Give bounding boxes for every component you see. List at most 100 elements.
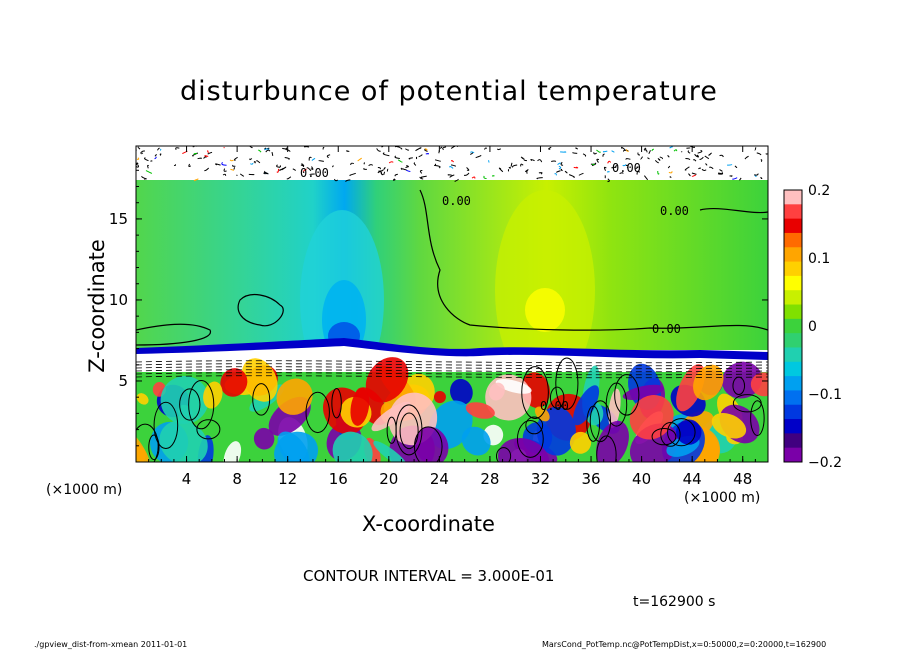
noise-stroke [596, 149, 601, 153]
noise-stroke [400, 167, 403, 171]
noise-stroke [381, 146, 384, 148]
noise-stroke [318, 160, 324, 162]
colorbar-swatch [784, 304, 802, 320]
turbulence-blob [495, 379, 532, 394]
noise-stroke [623, 149, 629, 152]
noise-stroke [400, 147, 403, 150]
noise-stroke [718, 172, 723, 175]
noise-stroke [573, 166, 579, 169]
turbulence-contour [188, 379, 215, 430]
x-tick-label: 48 [733, 470, 752, 488]
noise-stroke [667, 165, 671, 169]
noise-stroke [470, 151, 475, 154]
noise-stroke [357, 157, 362, 162]
x-axis-units: (×1000 m) [684, 490, 761, 506]
noise-stroke [450, 164, 457, 167]
noise-stroke [284, 156, 290, 160]
noise-stroke [526, 170, 528, 174]
turbulence-blob [675, 419, 702, 445]
turbulence-blob [433, 390, 446, 404]
noise-stroke [621, 146, 626, 151]
noise-stroke [346, 150, 350, 153]
noise-stroke [667, 155, 670, 158]
noise-stroke [654, 160, 659, 164]
colorbar-swatch [784, 290, 802, 306]
noise-stroke [657, 157, 661, 161]
turbulence-blob [450, 378, 473, 405]
x-tick-label: 24 [430, 470, 449, 488]
noise-stroke [684, 166, 690, 171]
noise-stroke [188, 163, 191, 167]
colorbar-swatch [784, 347, 802, 363]
noise-stroke [680, 151, 683, 153]
turbulence-blob [276, 378, 313, 415]
chart-title: disturbunce of potential temperature [180, 76, 718, 107]
noise-stroke [239, 173, 245, 177]
noise-stroke [442, 146, 447, 151]
footer-right: MarsCond_PotTemp.nc@PotTempDist,x=0:5000… [542, 640, 827, 649]
noise-stroke [229, 159, 234, 162]
noise-stroke [719, 154, 724, 158]
y-tick-label: 10 [109, 291, 128, 309]
noise-stroke [397, 159, 403, 163]
noise-stroke [405, 166, 410, 169]
noise-stroke [306, 167, 312, 172]
noise-stroke [434, 164, 441, 169]
colorbar-swatch [784, 361, 802, 377]
noise-stroke [685, 158, 691, 161]
noise-stroke [507, 169, 510, 172]
turbulence-blob [160, 376, 209, 424]
noise-stroke [265, 149, 271, 153]
turbulence-blob [365, 357, 409, 403]
turbulence-blob [569, 431, 592, 454]
noise-stroke [449, 165, 454, 169]
noise-stroke [253, 161, 256, 164]
footer-left: ./gpview_dist-from-xmean 2011-01-01 [34, 640, 188, 649]
contour-label: 0.00 [442, 194, 471, 208]
noise-stroke [249, 158, 253, 161]
turbulence-contour [305, 391, 330, 434]
turbulence-blob [711, 412, 747, 439]
inversion-contour [136, 363, 768, 367]
colorbar-swatch [784, 275, 802, 291]
turbulence-contour [596, 435, 617, 462]
noise-stroke [602, 150, 608, 153]
noise-stroke [564, 170, 568, 174]
noise-stroke [363, 167, 367, 170]
noise-stroke [691, 172, 697, 175]
colorbar-swatch [784, 318, 802, 334]
noise-stroke [276, 164, 280, 168]
contour-interval: CONTOUR INTERVAL = 3.000E-01 [303, 567, 555, 585]
turbulence-blob [350, 388, 370, 426]
turbulence-blob [465, 402, 495, 419]
noise-stroke [551, 160, 557, 162]
x-tick-label: 28 [480, 470, 499, 488]
noise-stroke [230, 168, 235, 171]
noise-stroke [602, 153, 605, 157]
turbulence-contour [496, 447, 512, 462]
y-axis-units: (×1000 m) [46, 482, 123, 498]
turbulence-blob [461, 426, 491, 456]
x-tick-label: 16 [329, 470, 348, 488]
turbulence-contour [660, 421, 681, 447]
noise-stroke [419, 176, 424, 180]
noise-stroke [696, 154, 699, 157]
noise-stroke [651, 148, 654, 152]
noise-stroke [345, 179, 351, 182]
x-tick-label: 44 [683, 470, 702, 488]
x-tick-label: 4 [182, 470, 192, 488]
noise-stroke [292, 168, 297, 171]
noise-stroke [193, 152, 198, 156]
noise-stroke [197, 157, 202, 160]
noise-stroke [286, 176, 292, 180]
noise-stroke [233, 156, 238, 161]
colorbar-swatch [784, 433, 802, 449]
x-tick-label: 36 [581, 470, 600, 488]
noise-stroke [303, 146, 310, 148]
noise-stroke [140, 150, 145, 154]
noise-stroke [333, 178, 339, 182]
noise-stroke [520, 156, 524, 159]
noise-stroke [611, 150, 615, 153]
noise-stroke [635, 166, 639, 170]
noise-stroke [554, 173, 557, 176]
